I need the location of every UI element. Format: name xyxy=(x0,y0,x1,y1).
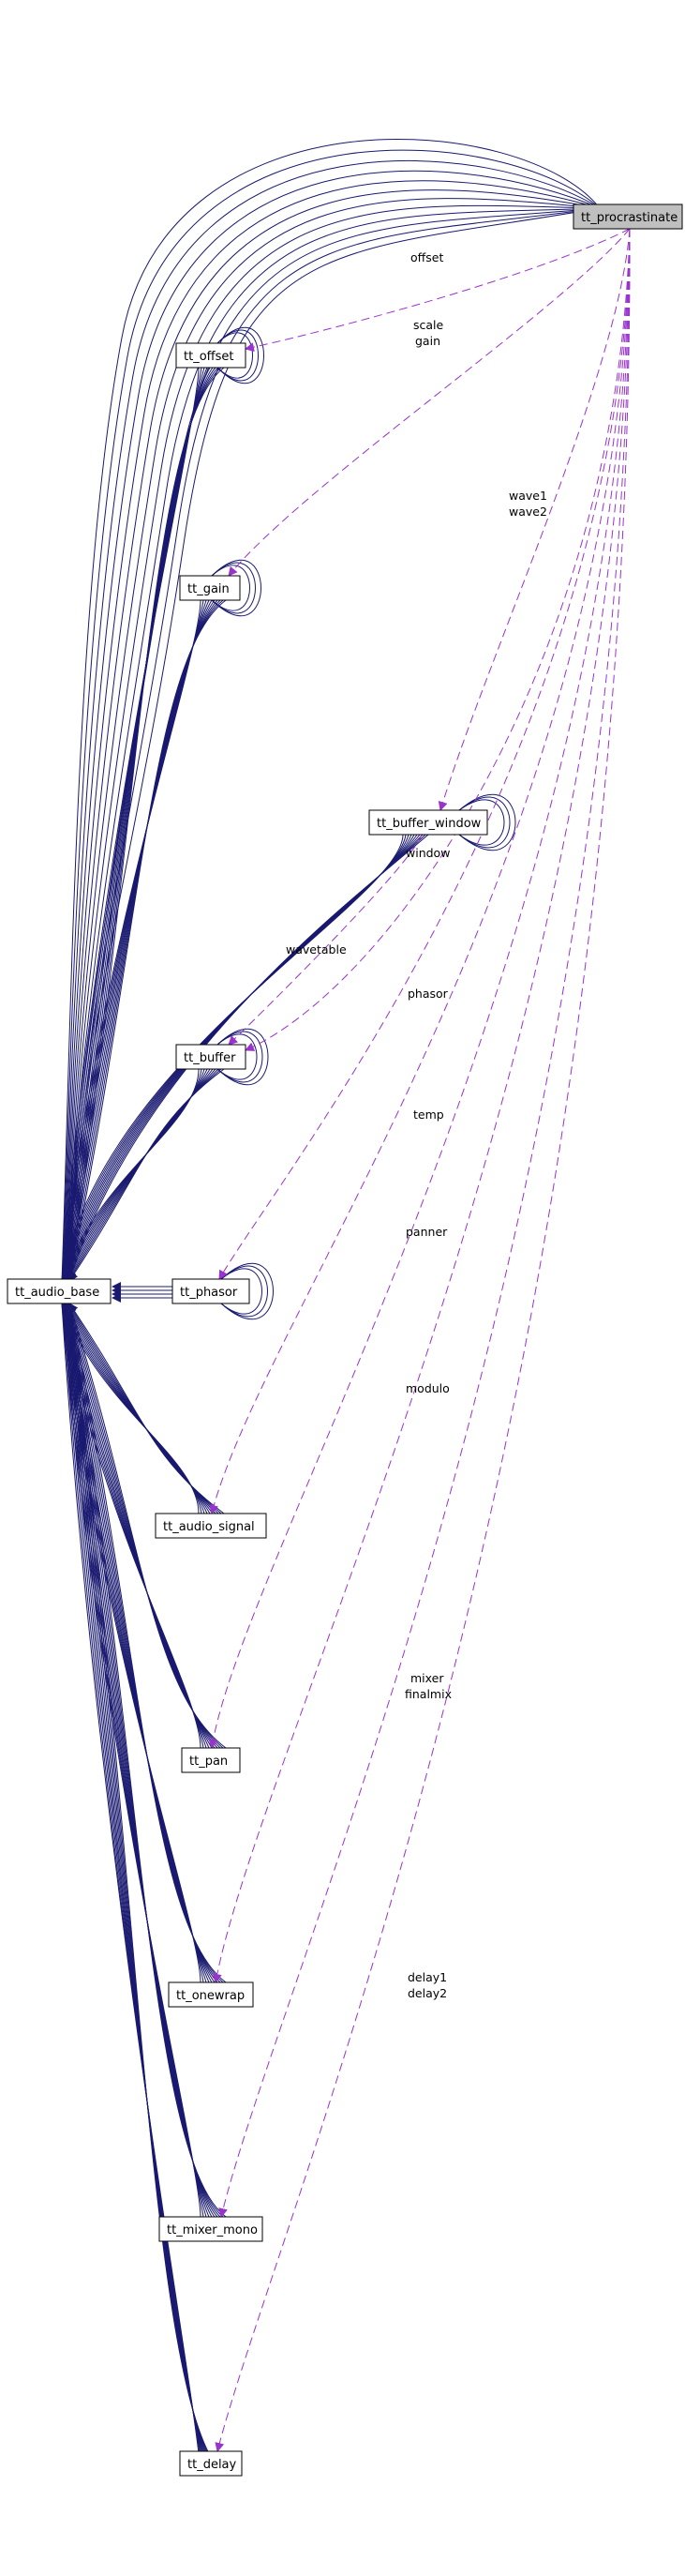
collaboration-edge-mixer-mono xyxy=(218,228,631,2218)
edge-label-temp: temp xyxy=(413,1107,444,1122)
node-label: tt_gain xyxy=(187,582,230,596)
node-label: tt_pan xyxy=(189,1755,228,1769)
collaboration-edge-pan xyxy=(208,228,631,1749)
node-tt-audio-base[interactable]: tt_audio_base xyxy=(7,1278,112,1304)
self-loop-edge xyxy=(216,1028,269,1086)
inheritance-edge-tt-procrastinate xyxy=(65,207,601,1282)
edge-label-offset: offset xyxy=(410,250,443,264)
self-loop-edge xyxy=(458,796,511,849)
inheritance-edge-tt-procrastinate xyxy=(62,149,601,1282)
node-tt-buffer-window[interactable]: tt_buffer_window xyxy=(368,809,488,836)
edge-labels: offset scale gain wave1 wave2 window wav… xyxy=(286,250,547,2000)
self-loop-edge xyxy=(211,559,261,617)
node-tt-phasor[interactable]: tt_phasor xyxy=(171,1278,250,1304)
collaboration-edge-onewrap xyxy=(212,228,631,1983)
node-tt-audio-signal[interactable]: tt_audio_signal xyxy=(155,1513,267,1539)
edge-label-phasor: phasor xyxy=(408,987,449,1001)
self-loop-edge xyxy=(220,1262,274,1320)
self-loop-edge xyxy=(220,1268,262,1315)
node-label: tt_audio_signal xyxy=(163,1520,255,1534)
node-tt-onewrap[interactable]: tt_onewrap xyxy=(168,1981,254,2008)
self-loop-edge xyxy=(458,799,505,846)
node-label: tt_phasor xyxy=(180,1286,238,1300)
inheritance-edge-tt-onewrap xyxy=(66,1303,227,1983)
collaboration-edge-buffer-window xyxy=(438,228,631,811)
self-loop-edge xyxy=(458,793,516,851)
edge-label-wave2: wave2 xyxy=(509,505,547,519)
inheritance-edge-tt-buffer xyxy=(64,1068,208,1282)
inheritance-edge-tt-delay xyxy=(62,1303,204,2477)
self-loop-edge xyxy=(216,332,253,379)
self-loop-edge xyxy=(216,329,259,382)
collaboration-edge-buffer-from-window xyxy=(228,834,423,1046)
collaboration-edges xyxy=(208,228,631,2452)
collaboration-edge-gain xyxy=(228,228,631,577)
inheritance-edges xyxy=(61,139,601,2477)
edge-label-panner: panner xyxy=(406,1225,448,1239)
node-label: tt_buffer_window xyxy=(377,817,482,831)
inheritance-edge-tt-procrastinate xyxy=(62,159,601,1282)
collaboration-edge-phasor xyxy=(218,228,631,1280)
node-label: tt_delay xyxy=(187,2458,237,2472)
edge-label-mixer: mixer xyxy=(410,1671,444,1685)
inheritance-edge-tt-delay xyxy=(66,1303,227,2477)
edge-label-finalmix: finalmix xyxy=(405,1687,452,1701)
node-label: tt_audio_base xyxy=(15,1286,99,1300)
node-label: tt_buffer xyxy=(184,1051,236,1065)
inheritance-edge-tt-procrastinate xyxy=(67,207,601,1282)
node-tt-mixer-mono[interactable]: tt_mixer_mono xyxy=(158,2216,263,2242)
inheritance-edge-tt-procrastinate xyxy=(61,139,601,1282)
node-label: tt_onewrap xyxy=(176,1989,245,2003)
self-loop-edge xyxy=(211,565,250,611)
inheritance-edge-tt-audio-signal xyxy=(68,1303,225,1514)
inheritance-edge-tt-procrastinate xyxy=(66,204,601,1282)
inheritance-edge-tt-mixer-mono xyxy=(66,1303,227,2218)
node-label: tt_mixer_mono xyxy=(167,2223,258,2237)
edge-label-wavetable: wavetable xyxy=(286,942,347,957)
node-tt-pan[interactable]: tt_pan xyxy=(181,1747,241,1773)
inheritance-edge-tt-delay xyxy=(65,1303,216,2477)
inheritance-edge-tt-buffer-window xyxy=(67,834,426,1282)
edge-label-window: window xyxy=(406,846,450,860)
edge-label-modulo: modulo xyxy=(406,1381,450,1395)
node-tt-delay[interactable]: tt_delay xyxy=(179,2450,243,2477)
inheritance-edge-tt-procrastinate xyxy=(65,189,601,1282)
inheritance-edge-tt-buffer xyxy=(68,1068,225,1282)
inheritance-edge-tt-gain xyxy=(67,599,224,1282)
inheritance-edge-tt-procrastinate xyxy=(65,198,601,1282)
self-loop-edge xyxy=(216,326,264,384)
self-loop-edge xyxy=(211,562,256,614)
inheritance-edge-tt-gain xyxy=(66,599,227,1282)
collaboration-edge-buffer xyxy=(245,228,631,1051)
inheritance-edge-tt-buffer-window xyxy=(67,834,429,1282)
edge-label-delay2: delay2 xyxy=(408,1986,447,2000)
edge-label-delay1: delay1 xyxy=(408,1970,447,1984)
self-loop-edge xyxy=(216,1033,258,1080)
node-label: tt_offset xyxy=(184,350,233,364)
collaboration-edge-delay xyxy=(215,228,631,2452)
node-tt-procrastinate[interactable]: tt_procrastinate xyxy=(573,203,683,230)
inheritance-edge-tt-pan xyxy=(67,1303,227,1749)
inheritance-edge-tt-procrastinate xyxy=(64,180,601,1282)
edge-label-gain: gain xyxy=(415,334,440,348)
self-loop-edge xyxy=(216,1031,263,1083)
node-tt-gain[interactable]: tt_gain xyxy=(179,575,241,601)
node-tt-buffer[interactable]: tt_buffer xyxy=(175,1044,246,1070)
self-loop-edge xyxy=(220,1265,268,1318)
edge-label-scale: scale xyxy=(413,318,444,332)
inheritance-edge-tt-procrastinate xyxy=(63,170,601,1282)
collaboration-edge-audio-signal xyxy=(209,228,631,1514)
node-label: tt_procrastinate xyxy=(581,211,678,225)
inheritance-edge-tt-offset xyxy=(67,367,222,1282)
collaboration-edge-offset xyxy=(245,228,631,353)
node-tt-offset[interactable]: tt_offset xyxy=(175,342,246,369)
edge-label-wave1: wave1 xyxy=(509,489,547,503)
